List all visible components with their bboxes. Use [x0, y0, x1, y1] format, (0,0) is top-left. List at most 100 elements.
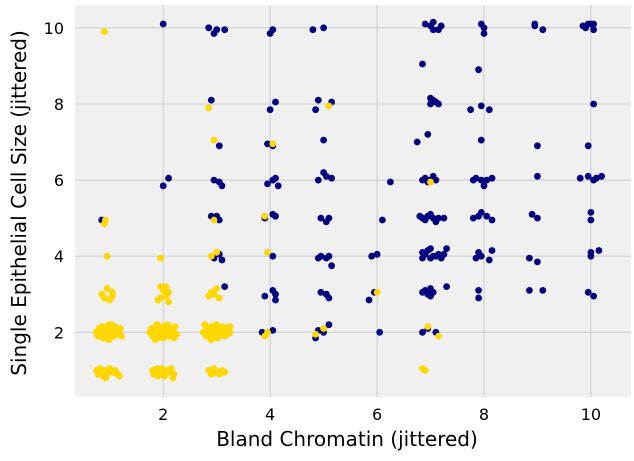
data-point: [320, 136, 327, 144]
data-point: [215, 216, 223, 224]
data-point: [207, 336, 215, 344]
data-point: [322, 218, 330, 226]
x-tick-labels: 2 4 6 8 10: [158, 405, 601, 424]
data-point: [584, 142, 592, 150]
data-point: [157, 294, 164, 302]
data-point: [213, 285, 221, 292]
data-point: [592, 174, 600, 182]
data-point: [274, 182, 282, 190]
data-point: [151, 336, 159, 344]
data-point: [480, 182, 488, 190]
data-point: [226, 328, 234, 336]
data-point: [325, 321, 333, 329]
data-point: [210, 290, 218, 298]
data-point: [213, 26, 221, 34]
data-point: [483, 212, 491, 220]
data-point: [475, 294, 482, 302]
data-point: [317, 214, 325, 222]
data-point: [531, 22, 539, 30]
data-point: [477, 136, 485, 144]
data-point: [435, 100, 442, 108]
y-tick-label: 10: [44, 19, 64, 38]
data-point: [210, 176, 218, 184]
data-point: [534, 214, 541, 222]
data-point: [269, 140, 277, 148]
data-point: [480, 24, 488, 32]
data-point: [117, 325, 124, 332]
data-point: [218, 256, 226, 264]
data-point: [419, 60, 426, 68]
data-point: [269, 252, 277, 260]
data-point: [101, 294, 108, 302]
y-tick-labels: 2 4 6 8 10: [44, 19, 64, 342]
data-point: [488, 247, 496, 254]
data-point: [421, 20, 429, 28]
data-point: [272, 212, 279, 220]
data-point: [165, 288, 173, 296]
data-point: [261, 212, 269, 220]
x-tick-label: 4: [265, 405, 275, 424]
data-point: [387, 178, 394, 186]
y-tick-label: 4: [54, 247, 64, 266]
data-point: [419, 328, 426, 336]
data-point: [587, 209, 595, 216]
data-point: [159, 182, 167, 190]
data-point: [103, 285, 111, 292]
data-point: [205, 104, 213, 112]
data-point: [264, 249, 271, 256]
data-point: [379, 216, 386, 224]
data-point: [264, 140, 271, 148]
data-point: [424, 131, 432, 138]
data-point: [443, 245, 450, 253]
data-point: [272, 98, 279, 106]
y-tick-label: 2: [54, 323, 64, 342]
data-point: [325, 102, 333, 110]
data-point: [269, 287, 277, 294]
data-point: [368, 252, 376, 260]
data-point: [218, 182, 226, 190]
data-point: [413, 138, 421, 146]
data-point: [534, 172, 541, 180]
data-point: [534, 258, 541, 266]
data-point: [598, 172, 605, 180]
y-tick-label: 8: [54, 95, 64, 114]
data-point: [266, 106, 274, 114]
data-point: [472, 254, 480, 262]
data-point: [169, 374, 177, 382]
data-point: [325, 294, 333, 302]
data-point: [314, 254, 322, 262]
data-point: [483, 176, 491, 184]
data-point: [261, 292, 269, 300]
data-point: [595, 247, 603, 254]
data-point: [435, 214, 442, 222]
data-point: [325, 252, 333, 260]
data-point: [322, 172, 330, 180]
data-point: [221, 368, 229, 376]
data-point: [429, 26, 437, 34]
data-point: [477, 209, 485, 216]
data-point: [427, 245, 434, 253]
data-point: [488, 174, 496, 182]
data-point: [215, 294, 223, 302]
data-point: [312, 106, 319, 114]
data-point: [165, 298, 173, 306]
x-tick-label: 10: [581, 405, 601, 424]
data-point: [226, 323, 234, 330]
data-point: [314, 96, 322, 104]
data-point: [469, 214, 477, 222]
data-point: [373, 288, 381, 296]
data-point: [215, 142, 223, 150]
data-point: [526, 287, 533, 294]
data-point: [421, 367, 429, 374]
data-points: [93, 18, 605, 382]
data-point: [488, 216, 496, 224]
data-point: [103, 252, 111, 260]
data-point: [320, 24, 327, 32]
data-point: [440, 214, 448, 222]
data-point: [587, 216, 595, 224]
data-point: [207, 96, 215, 104]
data-point: [102, 374, 109, 382]
data-point: [587, 252, 595, 260]
data-point: [429, 288, 437, 296]
data-point: [105, 336, 113, 344]
